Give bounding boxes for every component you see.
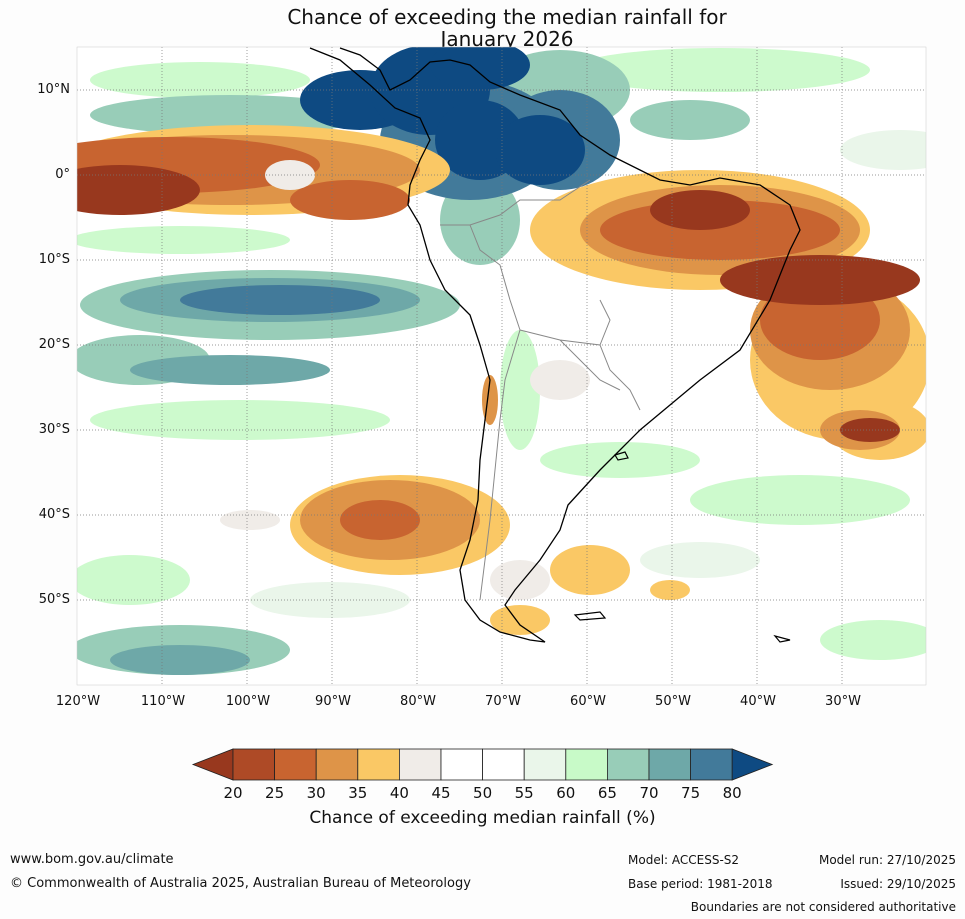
- base-period-text: Base period: 1981-2018: [628, 877, 773, 891]
- lon-label-110w: 110°W: [140, 694, 186, 709]
- colorbar-swatch-9: [565, 748, 608, 781]
- colorbar-tick-80: 80: [722, 784, 742, 802]
- map-title-line2: January 2026: [440, 27, 574, 51]
- lat-label-30s: 30°S: [38, 422, 70, 437]
- lon-label-100w: 100°W: [225, 694, 271, 709]
- lon-label-30w: 30°W: [825, 694, 861, 709]
- rainfall-map: [76, 46, 927, 686]
- colorbar-swatch-8: [523, 748, 567, 781]
- colorbar-swatch-2: [274, 748, 317, 781]
- colorbar-swatch-10: [607, 748, 650, 781]
- colorbar-tick-70: 70: [639, 784, 659, 802]
- copyright-text: © Commonwealth of Australia 2025, Austra…: [10, 876, 471, 891]
- islands: [573, 451, 791, 643]
- issued-text: Issued: 29/10/2025: [840, 877, 956, 891]
- lon-label-50w: 50°W: [655, 694, 691, 709]
- model-run-text: Model run: 27/10/2025: [818, 853, 956, 867]
- colorbar-tick-30: 30: [306, 784, 326, 802]
- colorbar-swatch-3: [315, 748, 359, 781]
- model-text: Model: ACCESS-S2: [628, 853, 740, 867]
- lat-label-20s: 20°S: [38, 337, 70, 352]
- coastline: [309, 47, 801, 643]
- colorbar-tick-40: 40: [389, 784, 409, 802]
- colorbar-swatch-1: [232, 748, 275, 781]
- colorbar-arrow-high: [731, 748, 774, 781]
- lon-label-120w: 120°W: [55, 694, 101, 709]
- colorbar-tick-45: 45: [431, 784, 451, 802]
- lat-label-40s: 40°S: [38, 507, 70, 522]
- lon-label-80w: 80°W: [400, 694, 436, 709]
- lat-label-50s: 50°S: [38, 592, 70, 607]
- lon-label-40w: 40°W: [740, 694, 776, 709]
- map-frame: [76, 46, 927, 686]
- colorbar-tick-65: 65: [597, 784, 617, 802]
- colorbar-swatch-11: [648, 748, 691, 781]
- colorbar-swatch-4: [357, 748, 400, 781]
- colorbar-tick-75: 75: [681, 784, 701, 802]
- colorbar-tick-20: 20: [223, 784, 243, 802]
- colorbar-swatch-12: [690, 748, 733, 781]
- disclaimer-text: Boundaries are not considered authoritat…: [690, 900, 956, 914]
- lat-label-10n: 10°N: [37, 82, 70, 97]
- lat-label-10s: 10°S: [38, 252, 70, 267]
- colorbar-swatch-5: [398, 748, 442, 781]
- colorbar-swatch-7: [482, 748, 525, 781]
- country-borders: [440, 179, 641, 601]
- colorbar-label: Chance of exceeding median rainfall (%): [309, 808, 656, 828]
- colorbar-arrow-low: [191, 748, 234, 781]
- colorbar-swatch-6: [440, 748, 483, 781]
- graticule: [77, 47, 926, 685]
- map-title-line1: Chance of exceeding the median rainfall …: [287, 5, 727, 29]
- colorbar-tick-50: 50: [473, 784, 493, 802]
- colorbar-tick-35: 35: [348, 784, 368, 802]
- colorbar-tick-60: 60: [556, 784, 576, 802]
- colorbar-tick-55: 55: [514, 784, 534, 802]
- lat-label-0: 0°: [55, 167, 70, 182]
- dark-blue-regions: [300, 47, 585, 185]
- beige-regions: [220, 160, 590, 600]
- lon-label-90w: 90°W: [315, 694, 351, 709]
- lon-label-60w: 60°W: [570, 694, 606, 709]
- lon-label-70w: 70°W: [485, 694, 521, 709]
- colorbar-tick-25: 25: [265, 784, 285, 802]
- website-link[interactable]: www.bom.gov.au/climate: [10, 852, 174, 867]
